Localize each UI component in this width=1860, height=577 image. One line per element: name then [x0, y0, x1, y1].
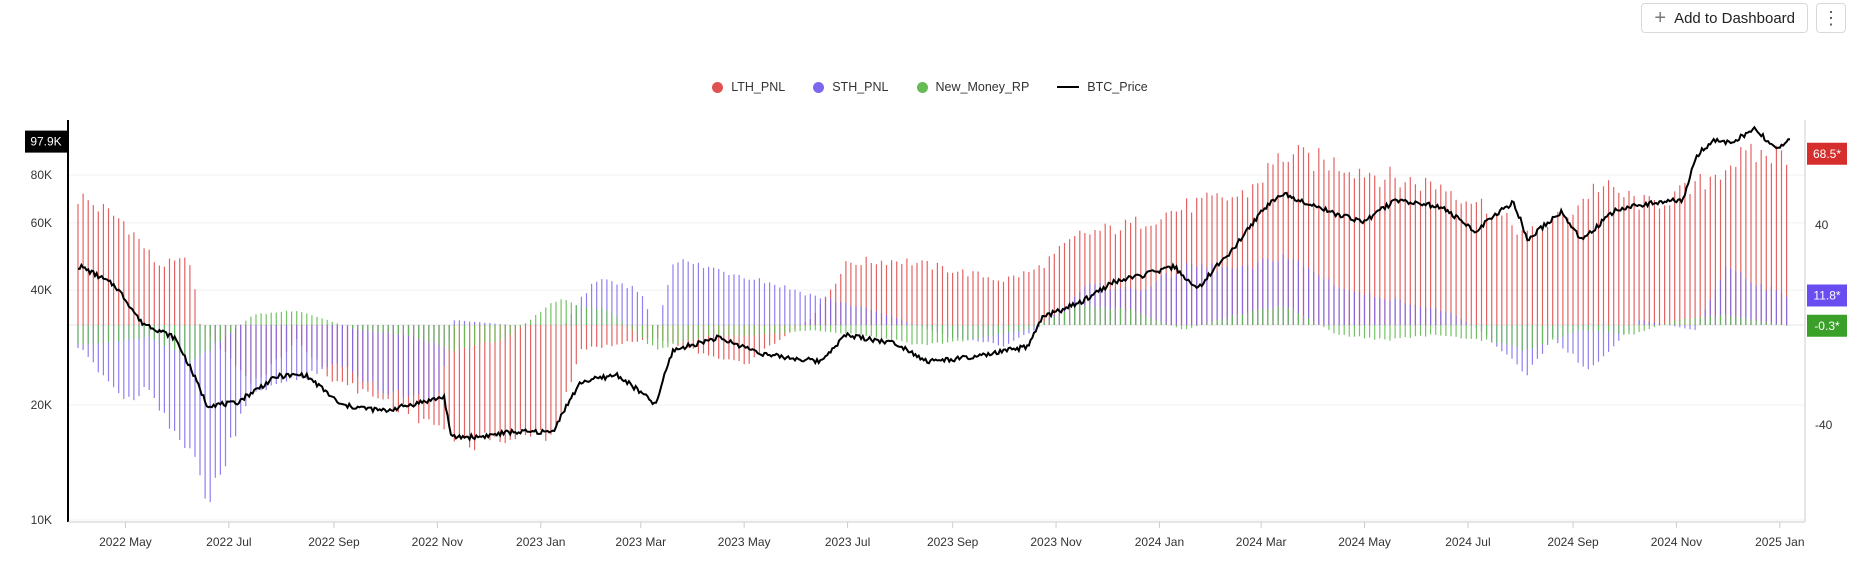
legend-item-btc-price[interactable]: BTC_Price: [1057, 80, 1148, 94]
lth-last-value-badge: 68.5*: [1807, 142, 1847, 165]
legend-item-lth[interactable]: LTH_PNL: [712, 80, 785, 94]
sth-last-value: 11.8*: [1813, 289, 1840, 303]
legend-label-sth: STH_PNL: [832, 80, 889, 94]
legend-item-new-money[interactable]: New_Money_RP: [916, 80, 1030, 94]
price-last-value-badge: 97.9K: [25, 130, 67, 153]
legend-swatch-btc-price: [1057, 86, 1080, 88]
x-axis-tick-label: 2024 Mar: [1236, 535, 1287, 549]
x-axis-tick-label: 2024 Nov: [1651, 535, 1702, 549]
sth-last-value-badge: 11.8*: [1807, 284, 1847, 307]
chart-legend: LTH_PNL STH_PNL New_Money_RP BTC_Price: [0, 80, 1860, 94]
toolbar: + Add to Dashboard ⋮: [1641, 3, 1846, 33]
x-axis-tick-label: 2024 Jan: [1135, 535, 1184, 549]
x-axis-tick-label: 2024 Sep: [1547, 535, 1599, 549]
legend-label-btc-price: BTC_Price: [1087, 80, 1148, 94]
sth-bars: [77, 254, 1788, 503]
new-money-last-value-badge: -0.3*: [1807, 314, 1847, 337]
add-to-dashboard-button[interactable]: + Add to Dashboard: [1641, 3, 1808, 33]
plus-icon: +: [1654, 7, 1667, 29]
left-axis-tick-label: 60K: [31, 216, 52, 230]
legend-item-sth[interactable]: STH_PNL: [813, 80, 889, 94]
new-money-last-value: -0.3*: [1814, 319, 1840, 333]
left-axis-tick-label: 40K: [31, 283, 52, 297]
left-axis-tick-label: 10K: [31, 513, 52, 527]
legend-swatch-new-money: [916, 81, 928, 93]
x-axis-tick-label: 2023 Sep: [927, 535, 979, 549]
legend-label-lth: LTH_PNL: [731, 80, 786, 94]
x-axis-tick-label: 2024 Jul: [1445, 535, 1490, 549]
lth-last-value: 68.5*: [1813, 147, 1841, 161]
x-axis-tick-label: 2023 Jul: [825, 535, 870, 549]
legend-swatch-lth: [712, 81, 724, 93]
left-axis-tick-label: 80K: [31, 168, 52, 182]
left-axis-tick-label: 20K: [31, 398, 52, 412]
legend-swatch-sth: [813, 81, 825, 93]
more-options-button[interactable]: ⋮: [1816, 3, 1846, 33]
lth-bars: [77, 143, 1788, 451]
x-axis-tick-label: 2022 Jul: [206, 535, 251, 549]
grid-lines: [68, 174, 1805, 521]
x-axis-tick-label: 2022 Sep: [308, 535, 360, 549]
right-axis-tick-label: -40: [1815, 418, 1833, 432]
right-axis-ticks: 40 -40: [1815, 218, 1833, 432]
x-axis-tick-label: 2023 Mar: [615, 535, 666, 549]
x-axis-tick-label: 2022 May: [99, 535, 152, 549]
add-to-dashboard-label: Add to Dashboard: [1674, 9, 1795, 27]
right-axis-tick-label: 40: [1815, 218, 1829, 232]
x-axis-ticks: 2022 May 2022 Jul 2022 Sep 2022 Nov 2023 Jan…: [99, 522, 1805, 549]
x-axis-tick-label: 2022 Nov: [412, 535, 463, 549]
x-axis-tick-label: 2023 May: [718, 535, 771, 549]
btc-price-line: [77, 125, 1791, 442]
x-axis-tick-label: 2024 May: [1338, 535, 1391, 549]
new-money-bars: [77, 299, 1788, 363]
price-last-value: 97.9K: [30, 135, 61, 149]
x-axis-tick-label: 2023 Nov: [1030, 535, 1081, 549]
x-axis-tick-label: 2025 Jan: [1755, 535, 1804, 549]
x-axis-tick-label: 2023 Jan: [516, 535, 565, 549]
legend-label-new-money: New_Money_RP: [935, 80, 1030, 94]
more-vertical-icon: ⋮: [1822, 7, 1840, 28]
left-axis-ticks: 10K 20K 40K 60K 80K: [31, 168, 52, 527]
